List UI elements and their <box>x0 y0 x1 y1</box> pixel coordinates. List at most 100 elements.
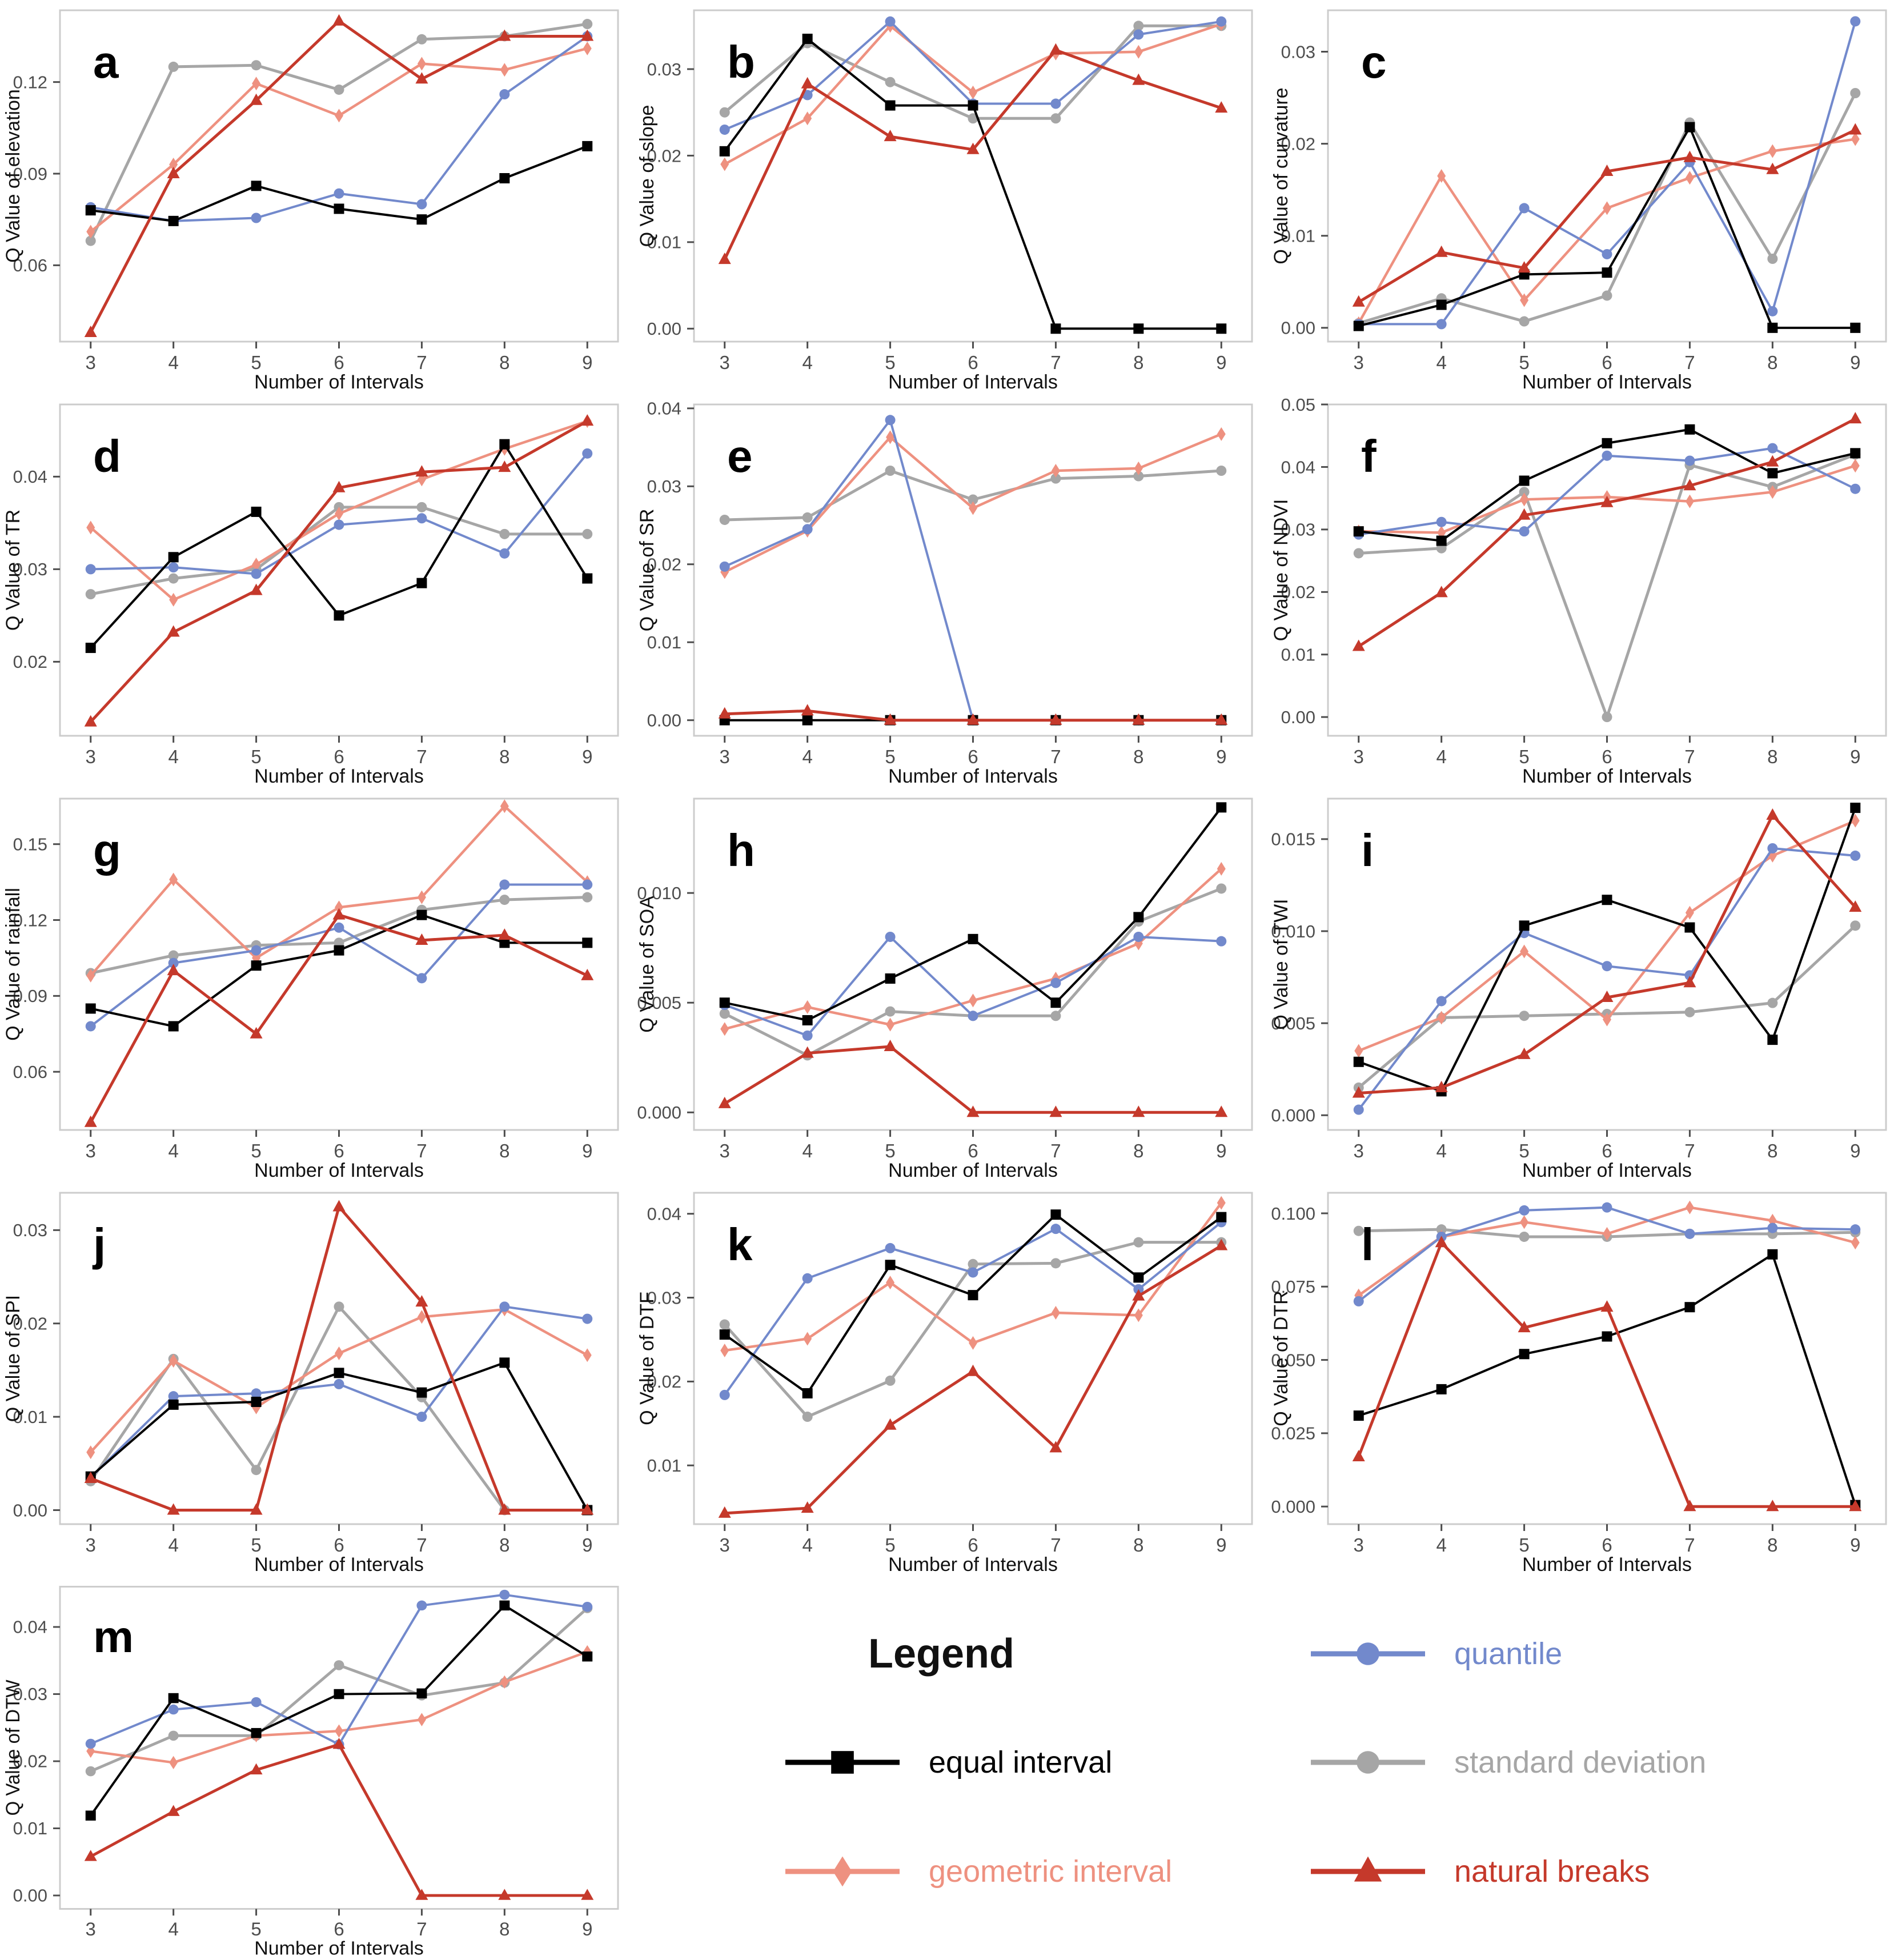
diamond-marker <box>500 63 509 77</box>
y-tick-label: 0.015 <box>1271 829 1315 849</box>
square-marker <box>168 552 179 563</box>
triangle-marker <box>1518 1321 1531 1333</box>
panel-letter: i <box>1361 825 1374 876</box>
series-equal-interval <box>1353 122 1861 333</box>
x-axis-label: Number of Intervals <box>1522 371 1692 393</box>
panel-letter: f <box>1361 431 1377 482</box>
circle-marker <box>499 895 510 905</box>
circle-marker <box>85 1738 96 1749</box>
chart-panel-f: 0.00 0.01 0.02 0.03 0.04 0.05 3 4 5 6 7 8 9 Number of… <box>1268 394 1902 788</box>
diamond-marker <box>417 57 426 71</box>
x-tick-label: 6 <box>334 746 344 767</box>
x-tick-label: 8 <box>1133 1534 1143 1556</box>
y-tick-label: 0.010 <box>637 883 681 903</box>
series-natural-breaks <box>718 704 1228 725</box>
circle-marker <box>885 16 896 27</box>
panel-letter: j <box>92 1219 106 1270</box>
x-tick-label: 7 <box>1684 352 1695 373</box>
y-tick-label: 0.000 <box>1271 1105 1315 1125</box>
circle-marker <box>885 1242 896 1253</box>
triangle-marker <box>884 713 897 725</box>
y-tick-label: 0.02 <box>13 1314 47 1334</box>
square-marker <box>1133 1272 1144 1283</box>
line-chart-l: 0.000 0.025 0.050 0.075 0.100 3 4 5 6 7 8 9 Number o… <box>1270 1192 1887 1576</box>
circle-marker <box>1133 29 1144 40</box>
y-tick-label: 0.04 <box>13 467 47 487</box>
square-marker <box>499 173 510 184</box>
circle-marker <box>1216 936 1227 947</box>
circle-marker <box>1216 883 1227 894</box>
y-tick-label: 0.02 <box>1281 134 1315 154</box>
x-tick-label: 6 <box>1602 1534 1612 1556</box>
square-marker <box>1050 997 1061 1008</box>
panel-letter: d <box>93 431 121 482</box>
triangle-marker <box>415 1295 428 1307</box>
diamond-marker <box>169 1755 178 1770</box>
square-marker <box>85 205 96 216</box>
chart-panel-j: 0.00 0.01 0.02 0.03 3 4 5 6 7 8 9 Number of Interva… <box>0 1183 634 1577</box>
triangle-marker <box>966 1364 980 1376</box>
diamond-marker <box>803 1332 812 1346</box>
panel-letter: l <box>1361 1219 1374 1270</box>
circle-marker <box>1050 113 1061 124</box>
x-tick-label: 8 <box>1133 746 1143 767</box>
series-equal-interval <box>719 802 1227 1025</box>
triangle-marker <box>332 14 346 26</box>
square-marker <box>885 100 896 111</box>
y-axis-label: Q Value of rainfall <box>2 888 24 1041</box>
panel-letter: e <box>727 431 753 482</box>
panel-letter: m <box>93 1612 134 1662</box>
x-tick-label: 5 <box>251 1534 261 1556</box>
circle-marker <box>968 494 978 505</box>
x-tick-label: 5 <box>1519 746 1529 767</box>
series-geometric-interval <box>720 427 1226 579</box>
diamond-marker <box>1768 144 1777 158</box>
triangle-marker <box>1683 1500 1696 1512</box>
diamond-marker <box>1685 494 1694 508</box>
x-tick-label: 5 <box>1519 1534 1529 1556</box>
x-tick-label: 6 <box>968 1534 978 1556</box>
y-tick-label: 0.12 <box>13 910 47 930</box>
triangle-marker <box>1518 261 1531 273</box>
triangle-marker <box>84 325 97 337</box>
square-marker <box>802 33 813 44</box>
circle-marker <box>719 514 730 525</box>
square-marker <box>1216 1212 1227 1223</box>
circle-marker <box>1602 248 1612 259</box>
diamond-marker <box>969 501 977 515</box>
x-tick-label: 8 <box>1767 352 1777 373</box>
diamond-marker <box>335 900 343 915</box>
diamond-marker <box>1134 1308 1143 1322</box>
y-tick-label: 0.01 <box>647 632 681 652</box>
series-natural-breaks <box>718 43 1228 264</box>
x-tick-label: 8 <box>1767 1534 1777 1556</box>
series-quantile <box>85 1301 593 1483</box>
circle-marker <box>1767 1223 1778 1233</box>
triangle-marker <box>498 29 511 41</box>
triangle-marker <box>581 1889 594 1900</box>
square-marker <box>334 1689 344 1700</box>
triangle-marker <box>1683 150 1696 162</box>
triangle-marker <box>1849 123 1862 135</box>
circle-marker <box>885 466 896 476</box>
circle-marker <box>1602 712 1612 723</box>
circle-marker <box>1602 1202 1612 1213</box>
y-tick-label: 0.025 <box>1271 1424 1315 1444</box>
y-tick-label: 0.00 <box>647 711 681 731</box>
square-marker <box>416 1688 427 1699</box>
circle-marker <box>168 1391 179 1402</box>
line-chart-k: 0.01 0.02 0.03 0.04 3 4 5 6 7 8 9 Number of Interva… <box>636 1192 1253 1576</box>
circle-marker <box>885 931 896 942</box>
circle-marker <box>168 1704 179 1715</box>
y-tick-label: 0.09 <box>13 986 47 1006</box>
y-tick-label: 0.02 <box>1281 582 1315 602</box>
series-equal-interval <box>85 141 593 226</box>
circle-marker <box>499 879 510 890</box>
legend-entry-label: geometric interval <box>929 1854 1173 1889</box>
circle-marker <box>1133 471 1144 482</box>
circle-marker <box>1767 306 1778 316</box>
triangle-marker <box>801 704 814 716</box>
square-marker <box>1436 299 1447 310</box>
series-geometric-interval <box>720 17 1226 171</box>
series-equal-interval <box>85 909 593 1032</box>
